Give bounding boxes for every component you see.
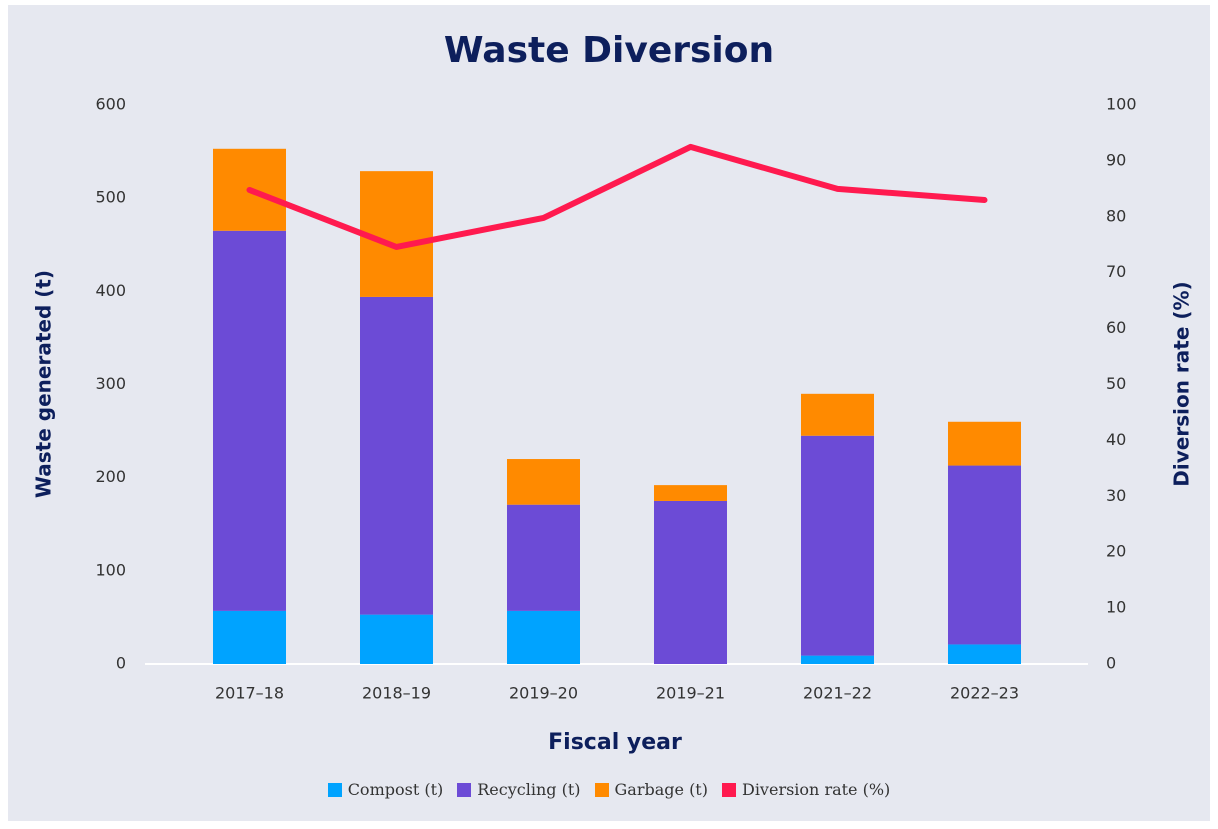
bar — [948, 465, 1021, 645]
legend-label: Compost (t) — [347, 780, 444, 799]
x-tick-label: 2022–23 — [950, 684, 1019, 703]
y2-tick-label: 0 — [1106, 654, 1116, 673]
bar — [654, 500, 727, 664]
y2-tick-label: 90 — [1106, 150, 1126, 169]
y2-tick-label: 80 — [1106, 206, 1126, 225]
bar — [801, 393, 874, 436]
legend-label: Recycling (t) — [477, 780, 581, 799]
bar — [213, 230, 286, 611]
bar — [360, 296, 433, 615]
bar — [654, 485, 727, 501]
legend-item: Diversion rate (%) — [721, 780, 891, 799]
y-tick-label: 100 — [95, 560, 126, 579]
legend-swatch — [457, 782, 472, 797]
x-tick-label: 2021–22 — [803, 684, 872, 703]
background — [8, 5, 1210, 821]
legend-swatch — [327, 782, 342, 797]
legend-item: Garbage (t) — [594, 780, 708, 799]
x-tick-label: 2019–20 — [509, 684, 578, 703]
bar — [507, 459, 580, 505]
y-tick-label: 300 — [95, 374, 126, 393]
bar — [801, 655, 874, 664]
y2-tick-label: 100 — [1106, 95, 1137, 114]
bar — [360, 614, 433, 664]
bar — [507, 504, 580, 611]
line — [246, 143, 988, 250]
legend-label: Garbage (t) — [614, 780, 708, 799]
bar — [213, 610, 286, 664]
x-tick-label: 2019–21 — [656, 684, 725, 703]
bar — [801, 435, 874, 656]
y-tick-label: 500 — [95, 188, 126, 207]
bar — [948, 644, 1021, 664]
y2-tick-label: 30 — [1106, 486, 1126, 505]
y-tick-label: 200 — [95, 467, 126, 486]
y2-tick-label: 70 — [1106, 262, 1126, 281]
y-axis-label: Waste generated (t) — [32, 270, 56, 498]
bar — [507, 610, 580, 664]
bar — [948, 421, 1021, 466]
y2-tick-label: 10 — [1106, 598, 1126, 617]
legend: Compost (t) Recycling (t) Garbage (t) Diver… — [0, 780, 1218, 799]
legend-swatch — [721, 782, 736, 797]
x-tick-label: 2018–19 — [362, 684, 431, 703]
y-tick-label: 600 — [95, 95, 126, 114]
y-tick-label: 400 — [95, 281, 126, 300]
y-tick-label: 0 — [116, 654, 126, 673]
y2-tick-label: 50 — [1106, 374, 1126, 393]
x-tick-label: 2017–18 — [215, 684, 284, 703]
legend-item: Compost (t) — [327, 780, 444, 799]
legend-swatch — [594, 782, 609, 797]
y2-tick-label: 40 — [1106, 430, 1126, 449]
y2-tick-label: 60 — [1106, 318, 1126, 337]
legend-item: Recycling (t) — [457, 780, 581, 799]
x-axis-label: Fiscal year — [548, 730, 682, 755]
y2-tick-label: 20 — [1106, 542, 1126, 561]
legend-label: Diversion rate (%) — [741, 780, 891, 799]
bar — [360, 171, 433, 297]
y2-axis-label: Diversion rate (%) — [1170, 281, 1194, 486]
chart-title: Waste Diversion — [444, 30, 774, 71]
